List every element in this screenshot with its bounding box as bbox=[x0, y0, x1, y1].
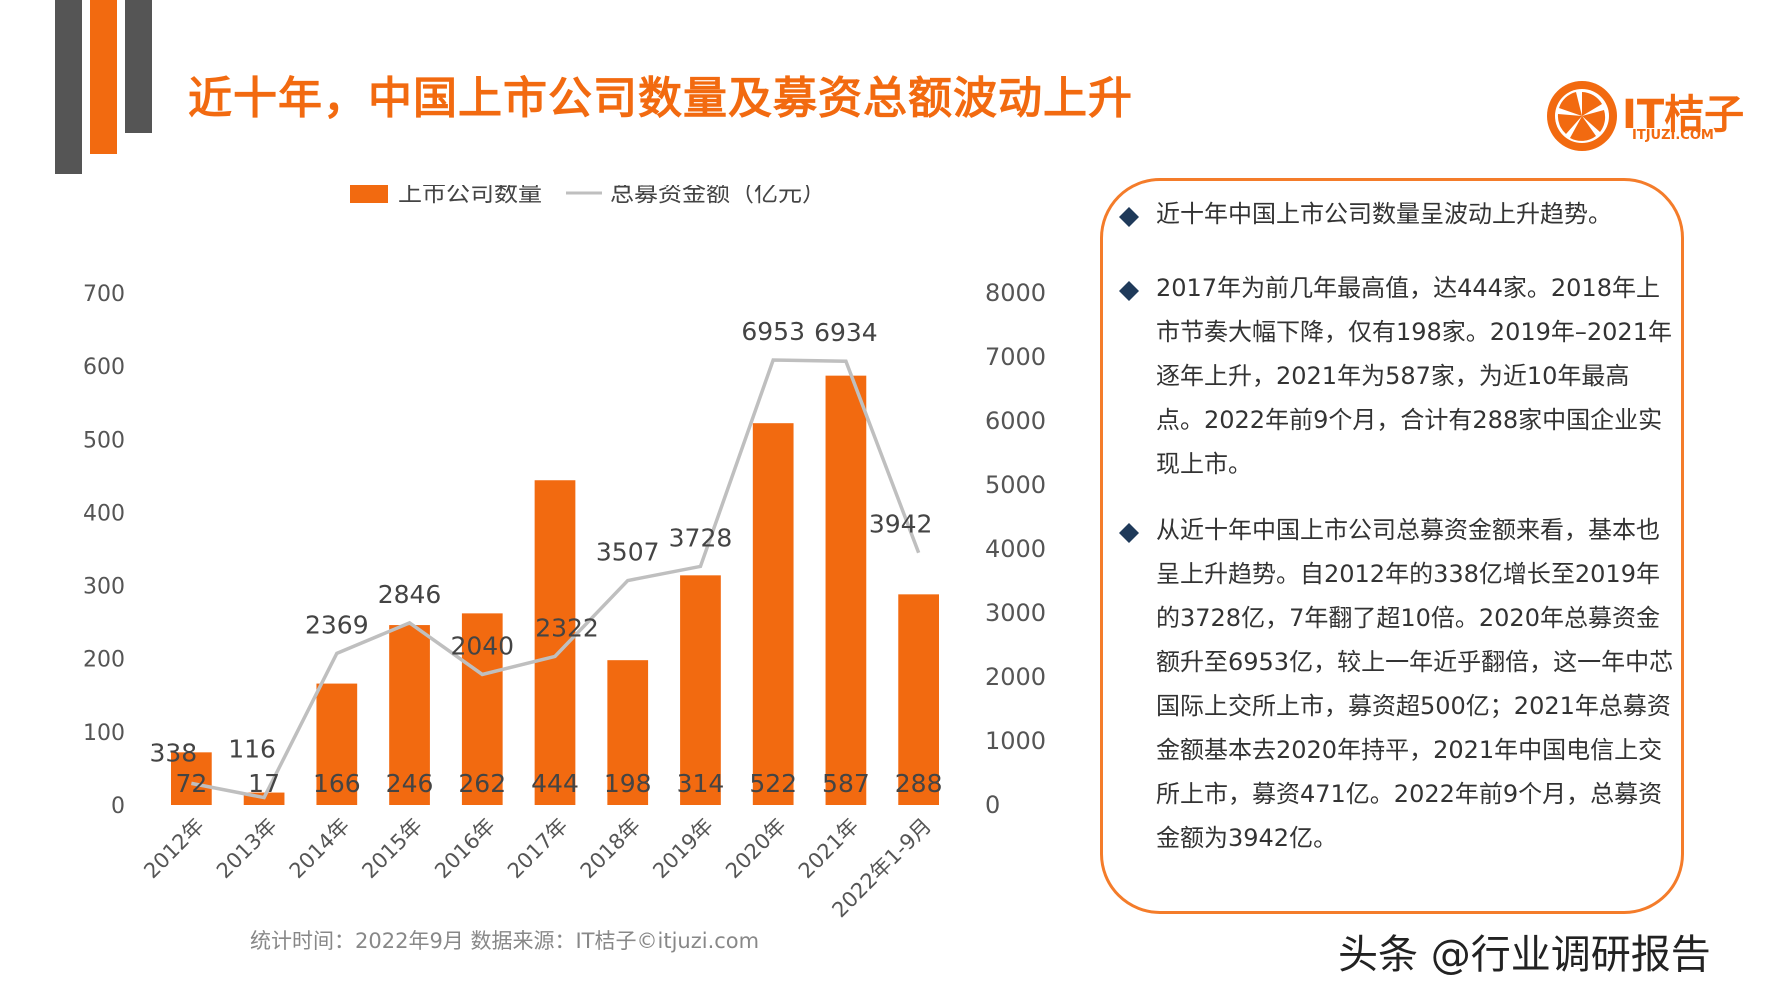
bar-data-label: 166 bbox=[313, 769, 361, 798]
footnote: 统计时间：2022年9月 数据来源：IT桔子©itjuzi.com bbox=[250, 929, 760, 953]
series-line bbox=[191, 358, 921, 800]
bar bbox=[680, 575, 721, 805]
bar-data-label: 262 bbox=[458, 769, 506, 798]
y-left-tick-label: 200 bbox=[83, 648, 125, 673]
x-tick-label: 2013年 bbox=[212, 814, 282, 884]
note-text: 近十年中国上市公司数量呈波动上升趋势。 bbox=[1156, 200, 1612, 228]
x-tick-label: 2019年 bbox=[648, 814, 718, 884]
x-tick-label: 2012年 bbox=[139, 814, 209, 884]
x-tick-label: 2021年 bbox=[794, 814, 864, 884]
x-tick-label: 2015年 bbox=[357, 814, 427, 884]
line-data-label: 2846 bbox=[378, 580, 442, 609]
bar bbox=[898, 594, 939, 805]
header-decor-bar-2 bbox=[90, 0, 117, 154]
legend-label: 总募资金额（亿元） bbox=[610, 185, 826, 207]
y-right-tick-label: 4000 bbox=[985, 535, 1046, 563]
bar bbox=[607, 660, 649, 805]
diamond-bullet-icon bbox=[1119, 207, 1139, 227]
x-tick-label: 2017年 bbox=[503, 814, 573, 884]
line-data-label: 3728 bbox=[669, 523, 733, 552]
header-decor-bar-3 bbox=[125, 0, 152, 133]
line-data-label: 6934 bbox=[814, 318, 878, 347]
page-title: 近十年，中国上市公司数量及募资总额波动上升 bbox=[188, 73, 1133, 124]
orange-logo-icon bbox=[1547, 81, 1617, 151]
line-data-label: 3942 bbox=[869, 510, 933, 539]
bar bbox=[461, 613, 503, 805]
bar-data-label: 198 bbox=[604, 769, 652, 798]
y-right-tick-label: 1000 bbox=[985, 727, 1046, 755]
x-tick-label: 2018年 bbox=[576, 814, 646, 884]
y-left-tick-label: 500 bbox=[83, 428, 125, 453]
chart: 上市公司数量 总募资金额（亿元）0100200300400500600700010… bbox=[83, 185, 1046, 922]
line-data-label: 338 bbox=[150, 738, 198, 767]
line-data-label: 6953 bbox=[741, 317, 805, 346]
bar-data-label: 72 bbox=[175, 769, 207, 798]
bar-data-label: 314 bbox=[677, 769, 725, 798]
y-left-tick-label: 600 bbox=[83, 355, 125, 380]
line-data-label: 3507 bbox=[596, 538, 660, 567]
y-left-tick-label: 700 bbox=[83, 282, 125, 307]
bar-data-label: 522 bbox=[749, 769, 797, 798]
bar bbox=[752, 423, 794, 805]
bar bbox=[171, 752, 212, 805]
header-decor-bar-1 bbox=[55, 0, 82, 174]
note-text: 2017年为前几年最高值，达444家。2018年上市节奏大幅下降，仅有198家。… bbox=[1156, 274, 1672, 478]
bar-data-label: 587 bbox=[822, 769, 870, 798]
logo-text: IT桔子 bbox=[1622, 92, 1745, 138]
y-right-tick-label: 0 bbox=[985, 791, 1000, 819]
x-tick-label: 2016年 bbox=[430, 814, 500, 884]
y-left-tick-label: 300 bbox=[83, 575, 125, 600]
y-right-tick-label: 7000 bbox=[985, 343, 1046, 371]
notes-box bbox=[1100, 178, 1684, 914]
y-right-tick-label: 6000 bbox=[985, 407, 1046, 435]
y-left-tick-label: 0 bbox=[111, 794, 125, 819]
legend-swatch-bar bbox=[350, 185, 388, 203]
bar bbox=[389, 625, 430, 805]
y-right-tick-label: 8000 bbox=[985, 279, 1046, 307]
y-left-tick-label: 100 bbox=[83, 721, 125, 746]
bar-data-label: 444 bbox=[531, 769, 579, 798]
logo-subtext: ITJUZI.COM bbox=[1632, 128, 1714, 143]
bar-data-label: 17 bbox=[248, 769, 280, 798]
bar bbox=[825, 375, 867, 805]
note-text: 从近十年中国上市公司总募资金额来看，基本也呈上升趋势。自2012年的338亿增长… bbox=[1156, 516, 1674, 852]
x-tick-label: 2020年 bbox=[721, 814, 791, 884]
bar bbox=[316, 683, 358, 805]
diamond-bullet-icon bbox=[1119, 523, 1139, 543]
line-data-label: 2369 bbox=[305, 610, 369, 639]
y-right-tick-label: 3000 bbox=[985, 599, 1046, 627]
y-right-tick-label: 5000 bbox=[985, 471, 1046, 499]
line-data-label: 2322 bbox=[535, 613, 599, 642]
watermark: 头条 @行业调研报告 bbox=[1338, 932, 1711, 978]
bar-data-label: 246 bbox=[386, 769, 434, 798]
diamond-bullet-icon bbox=[1119, 281, 1139, 301]
line-data-label: 116 bbox=[228, 735, 276, 764]
x-tick-label: 2014年 bbox=[285, 814, 355, 884]
bar-data-label: 288 bbox=[895, 769, 943, 798]
y-right-tick-label: 2000 bbox=[985, 663, 1046, 691]
y-left-tick-label: 400 bbox=[83, 501, 125, 526]
line-data-label: 2040 bbox=[450, 631, 514, 660]
legend-label: 上市公司数量 bbox=[398, 185, 542, 207]
